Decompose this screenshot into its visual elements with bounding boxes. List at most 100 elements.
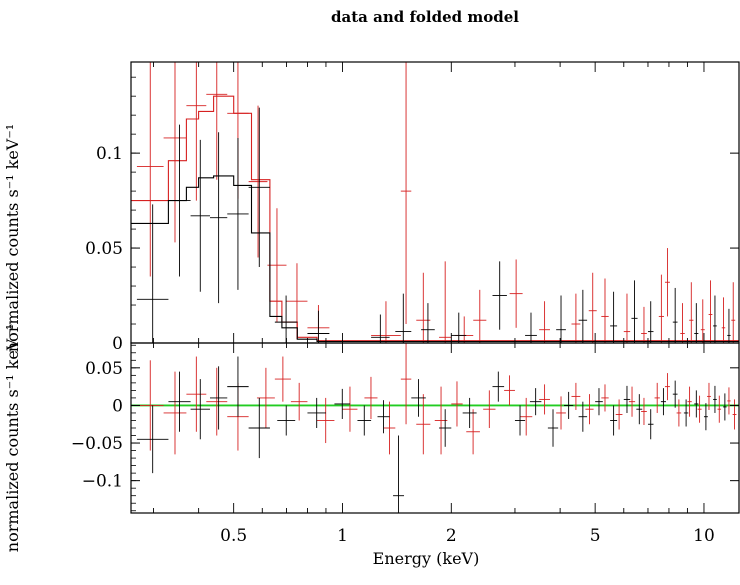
- data-point-1-0-2: [186, 356, 207, 432]
- data-point-1-0-27: [641, 397, 647, 425]
- data-point-0-0-0: [136, 62, 164, 277]
- data-point-0-0-5: [248, 105, 268, 258]
- data-point-1-1-25: [647, 409, 654, 440]
- data-point-0-1-5: [248, 107, 270, 268]
- data-point-1-1-22: [610, 405, 618, 436]
- data-point-1-0-8: [316, 397, 335, 444]
- data-point-1-0-16: [466, 409, 480, 455]
- model-step-line-1: [131, 175, 739, 343]
- data-point-1-0-20: [539, 384, 550, 415]
- data-point-0-0-13: [455, 316, 474, 343]
- data-point-1-1-21: [595, 388, 603, 416]
- data-point-1-1-13: [439, 409, 452, 447]
- data-point-1-0-30: [676, 399, 682, 427]
- data-point-1-0-9: [342, 386, 358, 432]
- data-point-0-0-19: [601, 278, 609, 343]
- data-point-0-0-26: [700, 299, 705, 343]
- data-point-1-1-3: [209, 366, 228, 430]
- data-point-0-1-2: [190, 139, 210, 292]
- data-point-1-1-30: [703, 403, 708, 431]
- data-point-0-0-12: [439, 261, 452, 343]
- data-point-0-0-1: [163, 62, 187, 243]
- data-point-1-0-22: [571, 382, 581, 410]
- data-point-0-1-22: [727, 308, 731, 343]
- y-tick-label: 0: [112, 396, 123, 416]
- data-point-1-1-27: [672, 380, 678, 408]
- bottom-series-layer: [131, 343, 739, 513]
- data-point-0-0-3: [206, 62, 228, 180]
- x-tick-label: 0.5: [220, 526, 247, 546]
- data-point-1-1-17: [529, 388, 542, 416]
- data-point-0-0-29: [731, 282, 736, 343]
- data-point-1-1-0: [136, 405, 169, 474]
- data-point-1-0-33: [707, 382, 711, 410]
- data-point-0-1-10: [421, 303, 435, 343]
- data-point-1-0-32: [697, 395, 702, 423]
- data-point-1-0-34: [717, 395, 722, 423]
- data-point-0-1-13: [525, 312, 537, 343]
- data-point-0-0-22: [658, 274, 664, 343]
- bottom-panel: −0.1 −0.05 0 0.05 0.5 1 2 5 10: [71, 342, 740, 546]
- top-panel: 0 0.05 0.1: [85, 61, 740, 354]
- y-tick-label: −0.05: [71, 434, 123, 454]
- data-point-1-0-11: [383, 401, 396, 455]
- data-point-1-1-7: [307, 397, 326, 428]
- data-point-1-0-19: [520, 397, 533, 436]
- x-tick-label: 2: [446, 526, 457, 546]
- data-point-0-1-19: [672, 287, 678, 343]
- data-point-1-0-23: [585, 394, 594, 425]
- data-point-1-1-28: [683, 399, 689, 427]
- data-point-0-0-17: [571, 293, 581, 343]
- data-point-0-1-17: [631, 280, 638, 343]
- data-point-1-1-8: [334, 388, 351, 419]
- data-point-1-1-5: [248, 397, 270, 459]
- data-point-1-0-12: [400, 343, 412, 425]
- data-point-1-0-10: [364, 376, 378, 419]
- x-axis-label: Energy (keV): [373, 549, 480, 568]
- top-tick-layer: 0 0.05 0.1: [85, 62, 739, 354]
- data-point-1-0-21: [556, 396, 566, 430]
- data-point-0-0-7: [286, 263, 308, 340]
- data-point-0-1-6: [274, 295, 298, 343]
- data-point-1-1-20: [578, 401, 588, 432]
- data-point-1-1-12: [411, 379, 426, 417]
- data-point-0-0-14: [473, 289, 487, 343]
- data-point-1-0-5: [256, 367, 275, 428]
- data-point-0-1-21: [713, 295, 717, 343]
- data-point-0-1-7: [307, 310, 330, 343]
- data-point-0-1-18: [647, 301, 654, 343]
- data-point-0-1-16: [610, 291, 618, 343]
- data-point-1-1-32: [723, 393, 727, 421]
- top-panel-frame: [130, 61, 740, 344]
- data-point-1-0-18: [504, 375, 515, 406]
- bottom-tick-layer: −0.1 −0.05 0 0.05 0.5 1 2 5 10: [71, 343, 739, 546]
- data-point-1-1-24: [636, 394, 643, 425]
- top-y-axis-label: normalized counts s⁻¹ keV⁻¹: [3, 124, 22, 352]
- data-point-0-0-23: [664, 248, 670, 317]
- y-tick-label: 0.05: [85, 359, 123, 379]
- y-tick-label: 0.05: [85, 239, 123, 259]
- data-point-0-0-15: [509, 259, 523, 328]
- top-series-layer: [131, 62, 739, 343]
- data-point-1-0-28: [654, 382, 660, 413]
- data-point-1-0-13: [416, 394, 431, 455]
- data-point-0-0-20: [623, 293, 631, 343]
- data-point-1-1-15: [492, 371, 505, 402]
- data-point-1-0-29: [664, 373, 670, 401]
- model-step-line-0: [131, 95, 739, 342]
- data-point-1-1-23: [623, 385, 631, 413]
- data-point-1-1-10: [377, 400, 390, 434]
- data-point-0-1-15: [578, 289, 588, 343]
- data-point-0-1-3: [209, 132, 228, 304]
- data-point-0-1-14: [556, 295, 566, 343]
- data-point-1-1-16: [514, 405, 526, 436]
- data-point-0-0-24: [680, 303, 685, 343]
- y-tick-label: 0.1: [96, 144, 123, 164]
- data-point-1-1-9: [357, 405, 372, 436]
- data-point-1-0-0: [136, 360, 164, 451]
- bottom-y-axis-label: normalized counts s⁻¹ keV⁻¹: [3, 324, 22, 552]
- data-point-1-1-6: [277, 405, 296, 436]
- data-point-1-1-29: [694, 390, 699, 418]
- data-point-1-1-31: [713, 385, 717, 413]
